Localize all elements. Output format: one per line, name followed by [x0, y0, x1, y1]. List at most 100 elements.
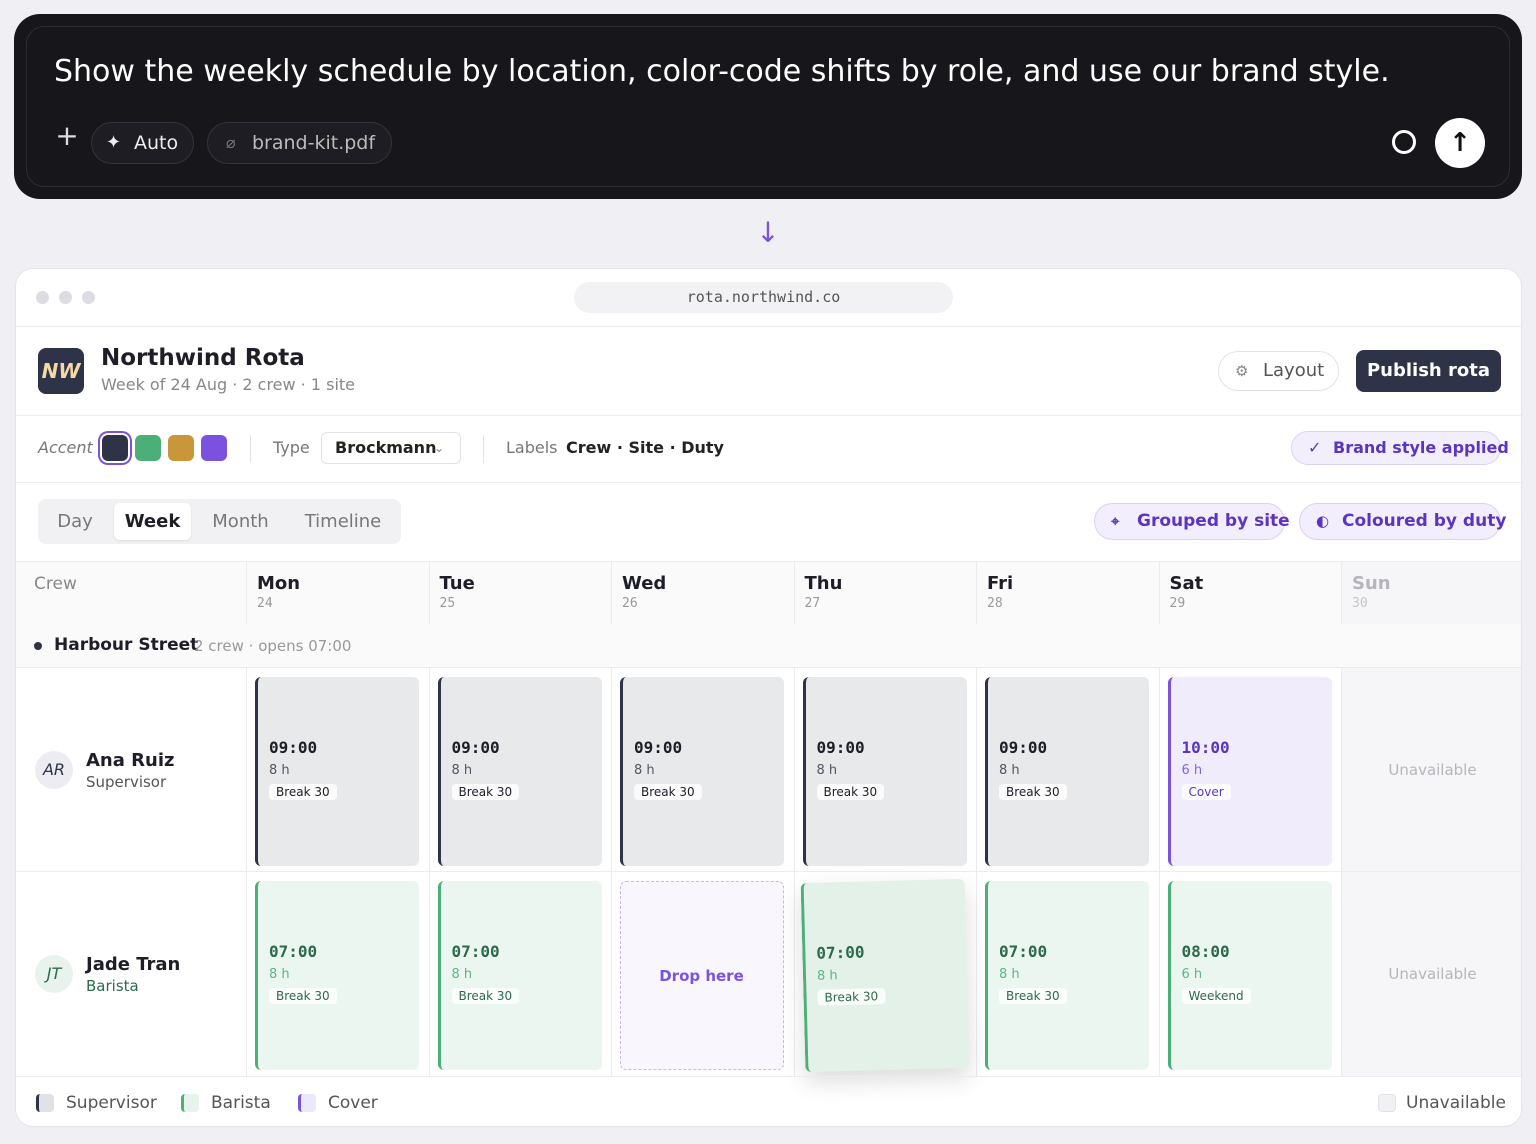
col-divider — [1158, 562, 1160, 1076]
shift-card[interactable]: 09:00 8 h Break 30 — [985, 677, 1149, 866]
type-select[interactable]: Brockmann ⌄ — [321, 432, 461, 464]
filter-label: Grouped by site — [1137, 511, 1290, 531]
mode-label: Auto — [134, 132, 179, 154]
shift-start: 07:00 — [999, 942, 1048, 961]
add-button[interactable]: + — [55, 119, 79, 152]
shift-hours: 8 h — [816, 968, 838, 984]
publish-button[interactable]: Publish rota — [1356, 350, 1501, 392]
day-name: Tue — [439, 573, 475, 594]
shift-card[interactable]: 10:00 6 h Cover — [1167, 677, 1332, 866]
day-name: Mon — [257, 573, 301, 594]
shift-card[interactable]: 09:00 8 h Break 30 — [620, 677, 784, 866]
view-tab[interactable]: Week — [114, 503, 191, 540]
shift-hours: 8 h — [451, 763, 473, 778]
day-name: Sat — [1169, 573, 1204, 594]
clip-icon: ⌀ — [226, 133, 236, 152]
legend-swatch — [36, 1094, 54, 1112]
day-name: Sun — [1352, 573, 1391, 594]
col-divider — [793, 562, 795, 1076]
divider — [16, 561, 1521, 562]
shift-hours: 8 h — [269, 763, 290, 778]
shift-card[interactable]: 07:00 8 h Break 30 — [800, 878, 969, 1073]
divider — [16, 667, 1521, 668]
shift-card[interactable]: 08:00 6 h Weekend — [1167, 881, 1332, 1070]
crew-header: Crew — [34, 574, 77, 594]
accent-swatch[interactable] — [135, 435, 161, 461]
day-date: 27 — [804, 596, 821, 611]
shift-start: 07:00 — [815, 942, 865, 963]
drop-zone: Drop here — [620, 881, 784, 1070]
mode-pill[interactable]: ✦ Auto — [91, 122, 194, 164]
shift-start: 10:00 — [1181, 738, 1230, 757]
shift-tag: Break 30 — [269, 988, 337, 1004]
app-title: Northwind Rota — [101, 345, 305, 371]
shift-start: 07:00 — [451, 942, 500, 961]
shift-tag: Break 30 — [451, 784, 520, 800]
day-date: 24 — [257, 596, 273, 611]
view-tab[interactable]: Timeline — [304, 511, 382, 532]
crew-name: Ana Ruiz — [86, 750, 175, 771]
crew-role: Supervisor — [86, 773, 167, 791]
shift-hours: 6 h — [1181, 967, 1203, 982]
sliders-icon: ⚙ — [1235, 362, 1249, 380]
site-name: Harbour Street — [54, 635, 199, 655]
shift-card[interactable]: 07:00 8 h Break 30 — [255, 881, 419, 1070]
divider — [16, 1076, 1521, 1077]
divider — [16, 415, 1521, 416]
attachment-pill[interactable]: ⌀ brand-kit.pdf — [207, 122, 392, 164]
shift-start: 09:00 — [816, 738, 865, 757]
col-divider — [246, 562, 247, 1076]
send-button[interactable]: ↑ — [1435, 118, 1485, 168]
accent-swatch[interactable] — [201, 435, 227, 461]
shift-start: 09:00 — [451, 738, 500, 757]
shift-start: 09:00 — [269, 738, 318, 757]
shift-card[interactable]: 07:00 8 h Break 30 — [437, 881, 602, 1070]
day-date: 29 — [1169, 596, 1186, 611]
divider — [16, 482, 1521, 483]
shift-tag: Break 30 — [816, 784, 885, 800]
view-tab[interactable]: Month — [212, 511, 269, 532]
layout-button[interactable]: ⚙ Layout — [1218, 351, 1339, 391]
divider — [16, 326, 1521, 327]
shift-tag: Cover — [1181, 784, 1231, 800]
shift-start: 08:00 — [1181, 942, 1230, 961]
filter-pill[interactable]: ◐ Coloured by duty — [1299, 503, 1506, 540]
shift-tag: Break 30 — [816, 988, 885, 1006]
shift-card[interactable]: 09:00 8 h Break 30 — [255, 677, 419, 866]
col-divider — [1341, 562, 1342, 1076]
chevron: ⌄ — [434, 441, 445, 455]
prompt-inner — [26, 26, 1510, 187]
legend-swatch — [298, 1094, 316, 1112]
labels-label: Labels — [506, 438, 558, 457]
accent-swatch[interactable] — [102, 435, 128, 461]
layout-label: Layout — [1263, 360, 1325, 381]
day-name: Thu — [804, 573, 843, 594]
type-label: Type — [273, 438, 310, 457]
unavailable-label: Unavailable — [1388, 965, 1477, 983]
day-date: 28 — [987, 596, 1003, 611]
shift-start: 09:00 — [634, 738, 683, 757]
shift-card[interactable]: 09:00 8 h Break 30 — [437, 677, 602, 866]
divider — [16, 871, 1521, 872]
filter-icon: ⌖ — [1111, 512, 1120, 530]
type-value: Brockmann — [335, 438, 437, 457]
shift-hours: 6 h — [1181, 763, 1203, 778]
prompt-box: Show the weekly schedule by location, co… — [14, 14, 1522, 199]
accent-swatch[interactable] — [168, 435, 194, 461]
site-dot — [34, 642, 42, 650]
shift-card[interactable]: 09:00 8 h Break 30 — [802, 677, 967, 866]
grid-header — [16, 562, 1521, 624]
shift-card[interactable]: 07:00 8 h Break 30 — [985, 881, 1149, 1070]
browser-window: rota.northwind.co NW Northwind Rota Week of… — [15, 268, 1522, 1127]
shift-hours: 8 h — [269, 967, 290, 982]
filter-pill[interactable]: ⌖ Grouped by site — [1094, 503, 1290, 540]
shift-start: 07:00 — [269, 942, 318, 961]
app-subtitle: Week of 24 Aug · 2 crew · 1 site — [101, 375, 356, 394]
model-icon[interactable] — [1392, 130, 1416, 154]
legend-swatch — [1378, 1094, 1396, 1112]
shift-tag: Break 30 — [999, 784, 1067, 800]
shift-hours: 8 h — [451, 967, 473, 982]
view-tab[interactable]: Day — [57, 511, 93, 532]
avatar: JT — [35, 955, 73, 993]
